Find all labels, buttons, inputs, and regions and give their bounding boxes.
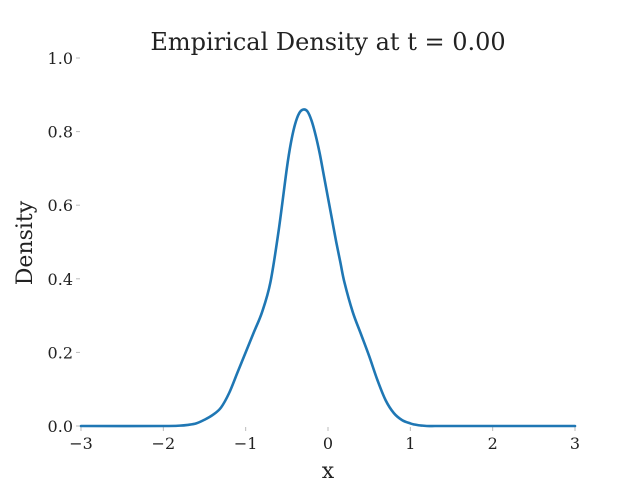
y-axis-label: Density bbox=[13, 200, 38, 285]
x-tick-label: 0 bbox=[323, 434, 333, 453]
y-tick-label: 1.0 bbox=[48, 49, 73, 68]
chart-title: Empirical Density at t = 0.00 bbox=[150, 28, 505, 56]
x-tick-label: 3 bbox=[570, 434, 580, 453]
x-tick-label: −1 bbox=[234, 434, 258, 453]
y-tick-label: 0.8 bbox=[48, 123, 73, 142]
y-tick-label: 0.6 bbox=[48, 196, 73, 215]
y-tick-label: 0.0 bbox=[48, 417, 73, 436]
y-tick-label: 0.4 bbox=[48, 270, 73, 289]
x-tick-label: 2 bbox=[488, 434, 498, 453]
x-tick-label: −2 bbox=[152, 434, 176, 453]
x-tick-label: 1 bbox=[405, 434, 415, 453]
plot-area bbox=[79, 108, 577, 428]
axis-ticks: −3 −2 −1 0 1 2 3 0.0 0.2 0.4 0.6 0.8 1.0 bbox=[48, 49, 581, 453]
y-tick-label: 0.2 bbox=[48, 343, 73, 362]
density-curve bbox=[79, 108, 577, 428]
x-axis-label: x bbox=[322, 459, 335, 480]
x-tick-label: −3 bbox=[69, 434, 93, 453]
